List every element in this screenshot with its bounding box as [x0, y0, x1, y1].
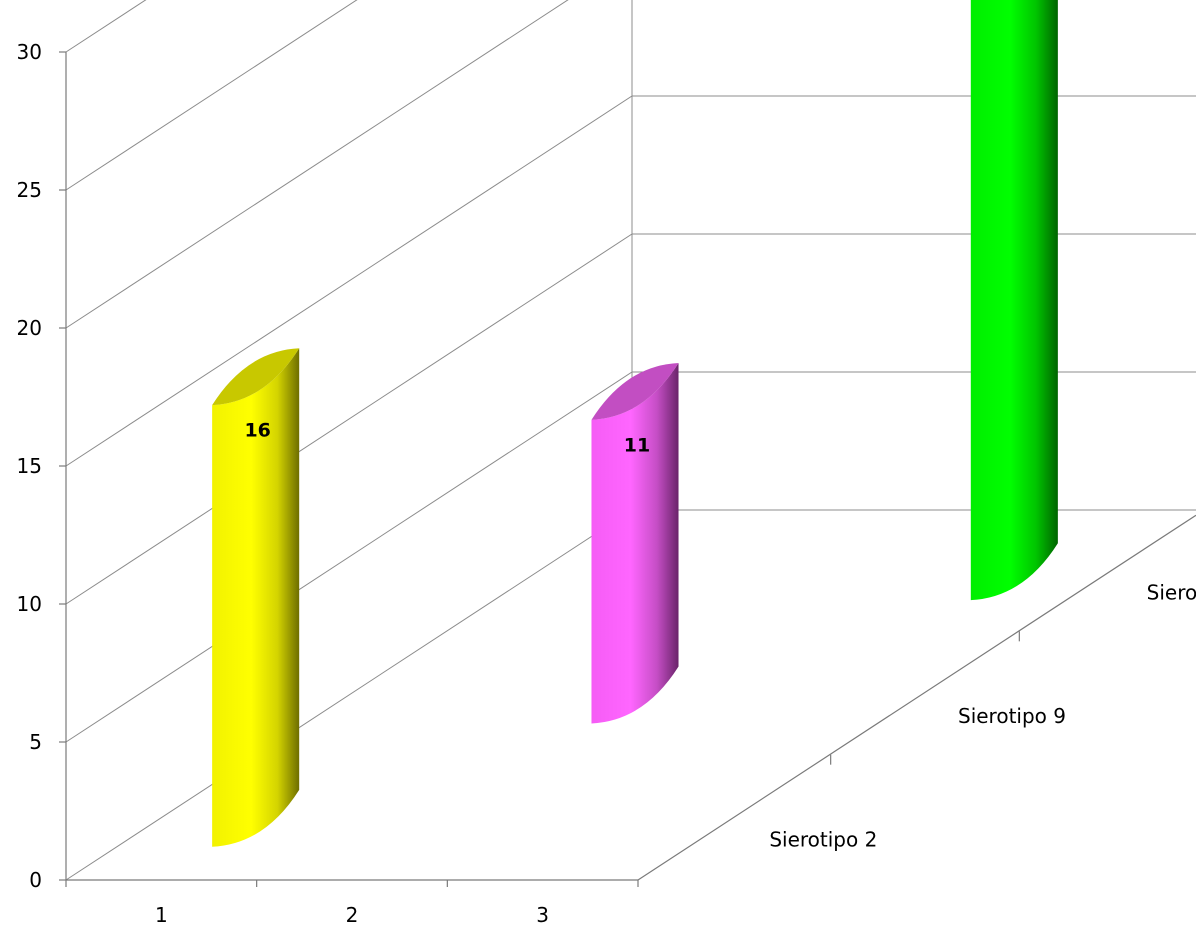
series-label: Sierotipo 9	[958, 704, 1066, 728]
labels: 0 5 10 15 20 25 30 1 2 3 Sierotipo 2 Sierotipo 9 Sie…	[17, 40, 1196, 927]
y-tick-label: 5	[29, 730, 42, 754]
y-tick-label: 10	[17, 592, 42, 616]
y-tick-label: 20	[17, 316, 42, 340]
depth-axis	[637, 514, 1196, 881]
x-tick-label: 3	[536, 903, 549, 927]
bar-cap	[591, 362, 679, 420]
y-tick-label: 15	[17, 454, 42, 478]
axes	[59, 51, 1196, 887]
bar-cylinder	[970, 0, 1058, 601]
bars	[212, 0, 1058, 847]
bar-cap	[212, 348, 300, 406]
x-tick-label: 1	[155, 903, 168, 927]
y-tick-label: 25	[17, 178, 42, 202]
bar-cylinder	[591, 362, 679, 724]
gridline	[65, 0, 358, 191]
data-label: 16	[244, 420, 270, 442]
series-label: Sierotipo 16	[1147, 581, 1196, 605]
x-tick-label: 2	[346, 903, 359, 927]
y-tick-label: 30	[17, 40, 42, 64]
series-label: Sierotipo 2	[769, 827, 877, 851]
data-label: 11	[624, 434, 650, 456]
gridline	[65, 0, 569, 329]
bar-cylinder	[212, 348, 300, 847]
y-tick-label: 0	[29, 868, 42, 892]
